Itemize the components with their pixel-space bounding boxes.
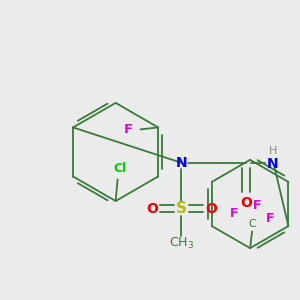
Text: F: F [266, 212, 274, 225]
Text: N: N [267, 157, 278, 171]
Text: O: O [240, 196, 252, 210]
Text: H: H [268, 146, 277, 156]
Text: F: F [253, 200, 261, 212]
Text: F: F [124, 123, 133, 136]
Text: S: S [176, 201, 187, 216]
Text: O: O [146, 202, 158, 216]
Text: N: N [176, 156, 187, 170]
Text: Cl: Cl [113, 162, 126, 175]
Text: C: C [248, 219, 256, 229]
Text: CH$_3$: CH$_3$ [169, 236, 194, 251]
Text: O: O [205, 202, 217, 216]
Text: F: F [230, 207, 239, 220]
